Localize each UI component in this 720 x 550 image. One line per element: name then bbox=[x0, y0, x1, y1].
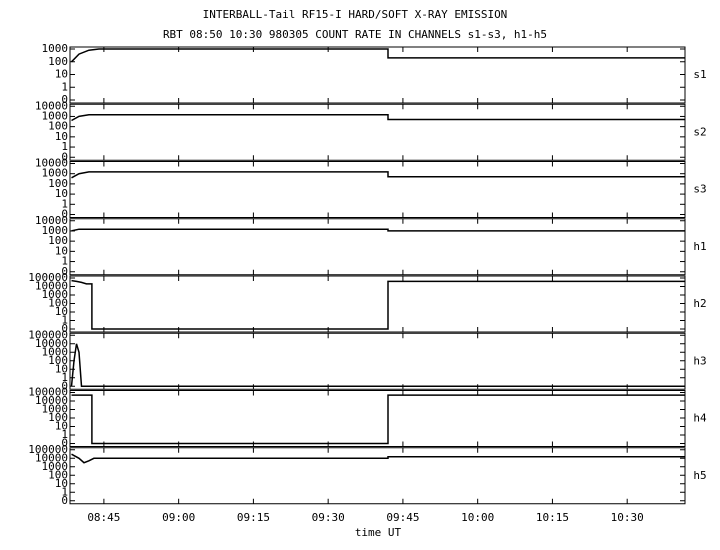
panel-label: h3 bbox=[693, 354, 706, 367]
y-tick-label: 100000 bbox=[28, 443, 68, 456]
x-tick-label: 09:30 bbox=[312, 511, 345, 524]
y-tick-label: 1000 bbox=[42, 42, 69, 55]
y-tick-label: 1000 bbox=[42, 224, 69, 237]
y-tick-label: 100000 bbox=[28, 386, 68, 399]
series-line bbox=[71, 228, 685, 232]
series-line bbox=[71, 279, 685, 330]
y-tick-label: 0 bbox=[61, 93, 68, 106]
chart-subtitle: RBT 08:50 10:30 980305 COUNT RATE IN CHA… bbox=[163, 28, 547, 41]
y-tick-label: 1000 bbox=[42, 345, 69, 358]
panel-frame bbox=[69, 218, 686, 276]
panel-frame bbox=[69, 332, 686, 390]
y-tick-label: 10 bbox=[55, 244, 68, 257]
y-tick-label: 10 bbox=[55, 305, 68, 318]
y-tick-label: 0 bbox=[61, 150, 68, 163]
panel-label: h1 bbox=[693, 240, 706, 253]
y-tick-label: 10 bbox=[55, 187, 68, 200]
y-tick-label: 100 bbox=[48, 468, 68, 481]
series-line bbox=[71, 113, 685, 122]
y-tick-label: 100000 bbox=[28, 271, 68, 284]
y-tick-label: 10000 bbox=[35, 214, 68, 227]
x-tick-label: 10:00 bbox=[461, 511, 494, 524]
chart-title: INTERBALL-Tail RF15-I HARD/SOFT X-RAY EM… bbox=[203, 8, 508, 21]
y-tick-label: 1000 bbox=[42, 167, 69, 180]
y-tick-label: 1 bbox=[61, 255, 68, 268]
y-tick-label: 1 bbox=[61, 314, 68, 327]
series-line bbox=[71, 453, 685, 464]
y-tick-label: 10000 bbox=[35, 157, 68, 170]
series-line bbox=[71, 394, 685, 445]
x-tick-label: 08:45 bbox=[87, 511, 120, 524]
panel-frame bbox=[69, 390, 686, 447]
series-line bbox=[71, 171, 685, 179]
y-tick-label: 10 bbox=[55, 130, 68, 143]
y-tick-label: 10000 bbox=[35, 394, 68, 407]
panel-label: h4 bbox=[693, 412, 707, 425]
y-tick-label: 1000 bbox=[42, 403, 69, 416]
y-tick-label: 100 bbox=[48, 411, 68, 424]
y-tick-label: 100 bbox=[48, 120, 68, 133]
y-tick-label: 100000 bbox=[28, 328, 68, 341]
panel-frame bbox=[69, 46, 686, 104]
y-tick-label: 0 bbox=[61, 322, 68, 335]
x-tick-label: 10:30 bbox=[611, 511, 644, 524]
y-tick-label: 0 bbox=[61, 437, 68, 450]
x-axis-label: time UT bbox=[355, 526, 402, 539]
y-tick-label: 100 bbox=[48, 354, 68, 367]
y-tick-label: 1 bbox=[61, 80, 68, 93]
panel-label: h2 bbox=[693, 297, 706, 310]
x-tick-label: 09:15 bbox=[237, 511, 270, 524]
y-tick-label: 10 bbox=[55, 477, 68, 490]
y-tick-label: 0 bbox=[61, 265, 68, 278]
x-tick-label: 09:00 bbox=[162, 511, 195, 524]
y-tick-label: 0 bbox=[61, 379, 68, 392]
panel-frame bbox=[69, 161, 686, 218]
y-tick-label: 10 bbox=[55, 362, 68, 375]
y-tick-label: 100 bbox=[48, 234, 68, 247]
panel-label: s2 bbox=[693, 125, 706, 138]
y-tick-label: 10 bbox=[55, 68, 68, 81]
y-tick-label: 1 bbox=[61, 428, 68, 441]
panel-frame bbox=[69, 275, 686, 333]
series-line bbox=[70, 48, 685, 63]
y-tick-label: 10000 bbox=[35, 280, 68, 293]
y-tick-label: 0 bbox=[61, 208, 68, 221]
y-tick-label: 1000 bbox=[42, 460, 69, 473]
y-tick-label: 10000 bbox=[35, 451, 68, 464]
y-tick-label: 10 bbox=[55, 420, 68, 433]
y-tick-label: 1 bbox=[61, 485, 68, 498]
y-tick-label: 100 bbox=[48, 55, 68, 68]
y-tick-label: 1 bbox=[61, 140, 68, 153]
panel-frame bbox=[69, 103, 686, 161]
y-tick-label: 1 bbox=[61, 371, 68, 384]
y-tick-label: 1000 bbox=[42, 288, 69, 301]
panel-label: h5 bbox=[693, 469, 706, 482]
y-tick-label: 0 bbox=[61, 494, 68, 507]
y-tick-label: 100 bbox=[48, 297, 68, 310]
x-tick-label: 10:15 bbox=[536, 511, 569, 524]
x-tick-label: 09:45 bbox=[386, 511, 419, 524]
y-tick-label: 1000 bbox=[42, 109, 69, 122]
y-tick-label: 100 bbox=[48, 177, 68, 190]
y-tick-label: 1 bbox=[61, 197, 68, 210]
y-tick-label: 10000 bbox=[35, 337, 68, 350]
series-line bbox=[70, 343, 685, 388]
panel-label: s3 bbox=[693, 183, 706, 196]
panel-label: s1 bbox=[693, 68, 706, 81]
y-tick-label: 10000 bbox=[35, 99, 68, 112]
